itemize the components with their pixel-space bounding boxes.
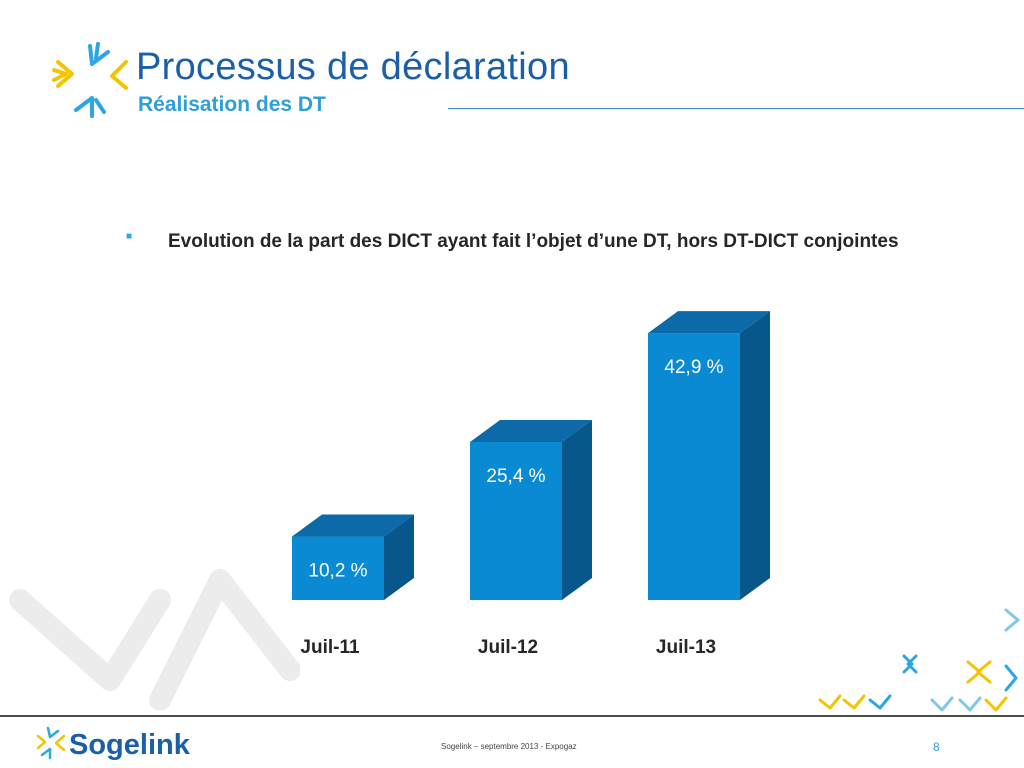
bar-value-label: 25,4 %: [486, 466, 545, 487]
bar-value-label: 42,9 %: [664, 357, 723, 378]
page-number: 8: [933, 740, 940, 754]
bar-top: [648, 311, 770, 334]
category-label: Juil-11: [300, 637, 360, 658]
bar: [292, 536, 384, 600]
bullet-text: Evolution de la part des DICT ayant fait…: [168, 231, 899, 252]
sogelink-footer-logo: Sogelink: [36, 726, 191, 761]
bar: [470, 441, 562, 600]
bar-top: [470, 419, 592, 442]
bar-side: [740, 311, 770, 600]
page-title: Processus de déclaration: [136, 46, 570, 88]
footer-brand-text: Sogelink: [69, 729, 191, 761]
category-label: Juil-12: [478, 637, 538, 658]
header-divider: [448, 108, 1024, 109]
footer-caption: Sogelink – septembre 2013 - Expogaz: [441, 742, 577, 751]
footer-divider: [0, 715, 1024, 717]
bar-side: [562, 419, 592, 600]
bar-value-label: 10,2 %: [308, 561, 367, 582]
bullet-square-icon: ■: [126, 231, 133, 242]
page-subtitle: Réalisation des DT: [138, 93, 326, 116]
sogelink-arrows-logo: [52, 42, 128, 118]
bar-side: [384, 514, 414, 600]
arrows-decoration-icon: [818, 608, 1020, 712]
arrows-watermark-icon: [9, 569, 300, 710]
bar: [648, 333, 740, 600]
category-label: Juil-13: [656, 637, 716, 658]
bar-top: [292, 514, 414, 537]
